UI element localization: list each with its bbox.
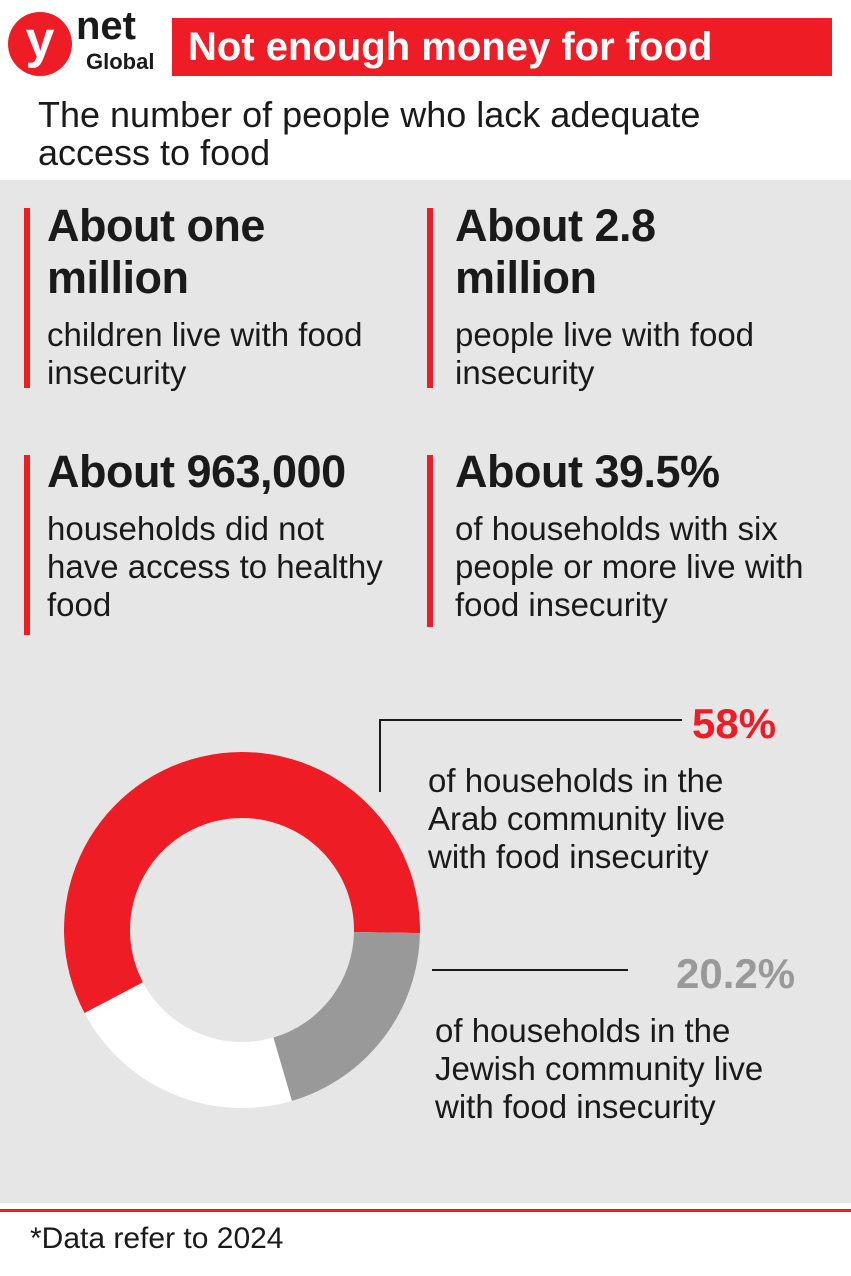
stat-text: households did not have access to health…: [47, 510, 383, 623]
logo-mark: y: [8, 12, 72, 76]
title: Not enough money for food: [188, 25, 713, 69]
stat-value: About 39.5%: [455, 446, 720, 497]
accent-bar: [24, 455, 30, 635]
accent-bar: [24, 208, 30, 388]
value-label: 20.2%: [676, 950, 796, 997]
leader-line: [379, 719, 682, 792]
logo-top: net: [76, 4, 136, 48]
value-description: of households in the Jewish community li…: [435, 1012, 764, 1125]
stat-text: people live with food insecurity: [455, 316, 755, 391]
stat-value: About 963,000: [47, 446, 346, 497]
logo-bottom: Global: [86, 49, 155, 74]
footer-rule: [0, 1209, 851, 1212]
stat: About 39.5% of households with six peopl…: [455, 446, 840, 624]
value-label: 58%: [692, 700, 777, 747]
stat-text: of households with six people or more li…: [455, 510, 804, 623]
subtitle: The number of people who lack adequate a…: [38, 94, 701, 173]
value-description: of households in the Arab community live…: [428, 762, 726, 875]
stat-text: children live with food insecurity: [47, 316, 363, 391]
stat: About 2.8 million people live with food …: [455, 200, 815, 392]
title-band: [172, 18, 832, 76]
donut-segment: [273, 931, 420, 1101]
stat-value: About one million: [47, 200, 265, 303]
stat: About 963,000 households did not have ac…: [47, 446, 392, 624]
stat-value: About 2.8 million: [455, 200, 656, 303]
footnote: *Data refer to 2024: [30, 1222, 284, 1255]
stat: About one million children live with foo…: [47, 200, 397, 392]
donut-segment: [64, 751, 420, 1014]
accent-bar: [427, 208, 433, 388]
accent-bar: [427, 455, 433, 627]
